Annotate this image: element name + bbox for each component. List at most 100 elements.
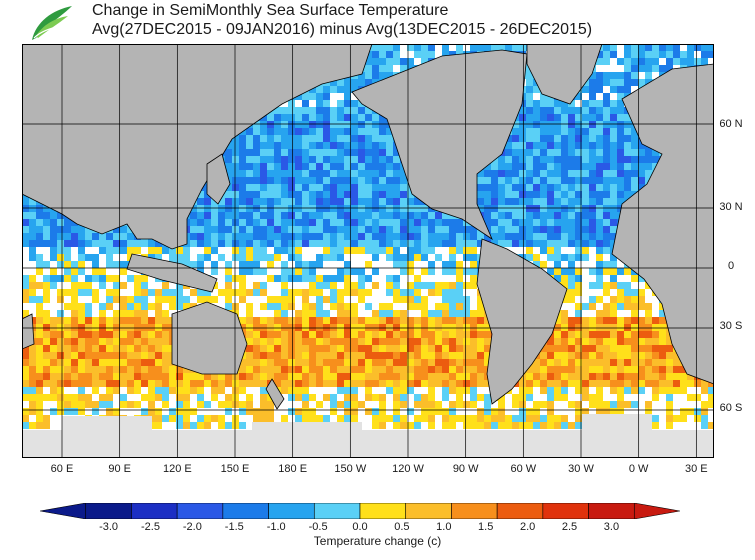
- anomaly-cell: [484, 338, 491, 345]
- anomaly-cell: [64, 247, 71, 254]
- anomaly-cell: [421, 254, 428, 261]
- anomaly-cell: [246, 261, 253, 268]
- anomaly-cell: [568, 366, 575, 373]
- anomaly-cell: [526, 156, 533, 163]
- anomaly-cell: [568, 212, 575, 219]
- anomaly-cell: [127, 247, 134, 254]
- anomaly-cell: [183, 387, 190, 394]
- anomaly-cell: [582, 373, 589, 380]
- anomaly-cell: [190, 380, 197, 387]
- anomaly-cell: [554, 135, 561, 142]
- anomaly-cell: [43, 352, 50, 359]
- anomaly-cell: [435, 408, 442, 415]
- anomaly-cell: [337, 128, 344, 135]
- anomaly-cell: [176, 373, 183, 380]
- anomaly-cell: [267, 415, 274, 422]
- anomaly-cell: [617, 331, 624, 338]
- anomaly-cell: [351, 415, 358, 422]
- anomaly-cell: [519, 198, 526, 205]
- anomaly-cell: [498, 191, 505, 198]
- anomaly-cell: [561, 163, 568, 170]
- anomaly-cell: [421, 324, 428, 331]
- anomaly-cell: [554, 177, 561, 184]
- anomaly-cell: [680, 51, 687, 58]
- legend-swatch: [588, 503, 635, 519]
- anomaly-cell: [561, 219, 568, 226]
- anomaly-cell: [323, 359, 330, 366]
- anomaly-cell: [456, 366, 463, 373]
- anomaly-cell: [568, 149, 575, 156]
- anomaly-cell: [470, 359, 477, 366]
- anomaly-cell: [428, 338, 435, 345]
- anomaly-cell: [155, 289, 162, 296]
- anomaly-cell: [323, 275, 330, 282]
- anomaly-cell: [561, 394, 568, 401]
- anomaly-cell: [533, 184, 540, 191]
- anomaly-cell: [624, 331, 631, 338]
- anomaly-cell: [232, 170, 239, 177]
- anomaly-cell: [477, 170, 484, 177]
- anomaly-cell: [323, 205, 330, 212]
- anomaly-cell: [295, 226, 302, 233]
- anomaly-cell: [302, 114, 309, 121]
- anomaly-cell: [610, 324, 617, 331]
- anomaly-cell: [120, 373, 127, 380]
- anomaly-cell: [330, 254, 337, 261]
- anomaly-cell: [379, 149, 386, 156]
- anomaly-cell: [246, 408, 253, 415]
- anomaly-cell: [295, 275, 302, 282]
- anomaly-cell: [561, 373, 568, 380]
- anomaly-cell: [295, 366, 302, 373]
- anomaly-cell: [666, 408, 673, 415]
- anomaly-cell: [568, 254, 575, 261]
- anomaly-cell: [386, 170, 393, 177]
- anomaly-cell: [533, 415, 540, 422]
- anomaly-cell: [631, 380, 638, 387]
- anomaly-cell: [239, 149, 246, 156]
- anomaly-cell: [85, 310, 92, 317]
- anomaly-cell: [316, 240, 323, 247]
- anomaly-cell: [57, 338, 64, 345]
- anomaly-cell: [239, 226, 246, 233]
- anomaly-cell: [127, 352, 134, 359]
- anomaly-cell: [449, 415, 456, 422]
- anomaly-cell: [183, 247, 190, 254]
- anomaly-cell: [225, 233, 232, 240]
- anomaly-cell: [379, 352, 386, 359]
- anomaly-cell: [554, 240, 561, 247]
- anomaly-cell: [435, 282, 442, 289]
- anomaly-cell: [246, 128, 253, 135]
- anomaly-cell: [386, 135, 393, 142]
- anomaly-cell: [428, 317, 435, 324]
- anomaly-cell: [414, 296, 421, 303]
- anomaly-cell: [456, 261, 463, 268]
- legend-tick-label: -3.0: [99, 521, 119, 533]
- anomaly-cell: [603, 107, 610, 114]
- land-masses: [22, 44, 714, 410]
- anomaly-cell: [92, 366, 99, 373]
- anomaly-cell: [260, 226, 267, 233]
- anomaly-cell: [393, 352, 400, 359]
- anomaly-cell: [57, 247, 64, 254]
- anomaly-cell: [456, 247, 463, 254]
- anomaly-cell: [281, 107, 288, 114]
- anomaly-cell: [225, 198, 232, 205]
- anomaly-cell: [246, 149, 253, 156]
- anomaly-cell: [610, 331, 617, 338]
- anomaly-cell: [29, 275, 36, 282]
- anomaly-cell: [610, 135, 617, 142]
- anomaly-cell: [484, 191, 491, 198]
- anomaly-cell: [85, 317, 92, 324]
- anomaly-cell: [631, 51, 638, 58]
- anomaly-cell: [344, 310, 351, 317]
- anomaly-cell: [204, 401, 211, 408]
- anomaly-cell: [589, 317, 596, 324]
- anomaly-cell: [43, 415, 50, 422]
- anomaly-cell: [540, 415, 547, 422]
- anomaly-cell: [582, 408, 589, 415]
- anomaly-cell: [596, 135, 603, 142]
- anomaly-cell: [372, 212, 379, 219]
- anomaly-cell: [274, 345, 281, 352]
- anomaly-cell: [568, 352, 575, 359]
- anomaly-cell: [638, 317, 645, 324]
